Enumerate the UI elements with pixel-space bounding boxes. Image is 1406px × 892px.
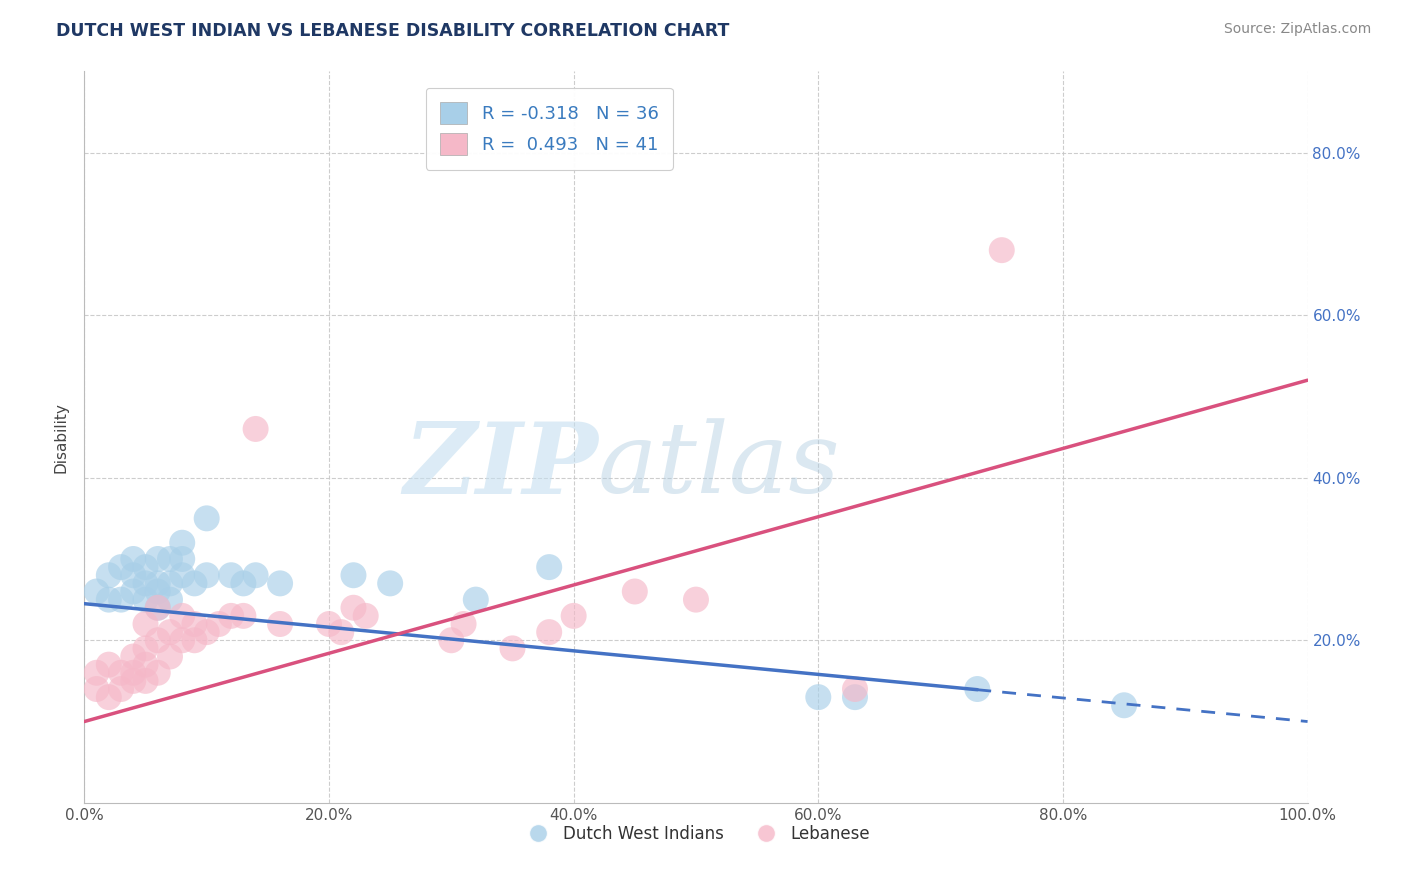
Point (159, 592, 181, 607)
Point (159, 576, 181, 591)
Point (502, 641, 524, 656)
Point (318, 617, 340, 632)
Point (245, 568, 267, 582)
Point (122, 673, 145, 688)
Point (146, 600, 169, 615)
Point (97, 568, 120, 582)
Point (135, 673, 157, 688)
Point (269, 576, 291, 591)
Point (146, 584, 169, 599)
Point (172, 535, 194, 549)
Point (110, 665, 132, 680)
Point (685, 592, 707, 607)
Point (172, 633, 194, 648)
Point (159, 625, 181, 640)
Point (146, 576, 169, 591)
Point (440, 633, 463, 648)
Point (380, 576, 402, 591)
Point (219, 568, 242, 582)
Point (538, 560, 561, 574)
Point (208, 617, 231, 632)
Point (245, 422, 267, 436)
Point (183, 617, 205, 632)
Point (172, 552, 194, 566)
Text: ZIP: ZIP (404, 418, 598, 515)
Point (172, 568, 194, 582)
Point (110, 681, 132, 696)
Point (172, 608, 194, 623)
Point (135, 560, 157, 574)
Point (464, 592, 486, 607)
Point (146, 600, 169, 615)
Point (219, 608, 242, 623)
Point (86, 665, 108, 680)
Point (146, 552, 169, 566)
Point (135, 592, 157, 607)
Point (159, 552, 181, 566)
Point (342, 600, 364, 615)
Point (135, 576, 157, 591)
Point (146, 633, 169, 648)
Point (183, 633, 205, 648)
Point (86, 584, 108, 599)
Point (195, 625, 218, 640)
Y-axis label: Disability: Disability (53, 401, 69, 473)
Point (1114, 698, 1136, 713)
Point (844, 681, 866, 696)
Point (232, 576, 254, 591)
Point (991, 243, 1014, 257)
Point (269, 617, 291, 632)
Point (110, 592, 132, 607)
Point (844, 690, 866, 705)
Point (110, 560, 132, 574)
Point (146, 665, 169, 680)
Text: DUTCH WEST INDIAN VS LEBANESE DISABILITY CORRELATION CHART: DUTCH WEST INDIAN VS LEBANESE DISABILITY… (56, 22, 730, 40)
Point (135, 617, 157, 632)
Point (135, 657, 157, 672)
Point (97, 690, 120, 705)
Point (195, 568, 218, 582)
Point (97, 657, 120, 672)
Point (232, 608, 254, 623)
Point (159, 649, 181, 664)
Point (97, 592, 120, 607)
Point (624, 584, 647, 599)
Point (807, 690, 830, 705)
Point (342, 568, 364, 582)
Point (135, 641, 157, 656)
Point (122, 568, 145, 582)
Point (354, 608, 377, 623)
Point (330, 625, 353, 640)
Point (122, 552, 145, 566)
Point (538, 625, 561, 640)
Point (122, 649, 145, 664)
Text: Source: ZipAtlas.com: Source: ZipAtlas.com (1223, 22, 1371, 37)
Point (966, 681, 988, 696)
Point (453, 617, 475, 632)
Text: atlas: atlas (598, 418, 841, 514)
Point (183, 576, 205, 591)
Point (122, 665, 145, 680)
Point (86, 681, 108, 696)
Point (562, 608, 585, 623)
Legend: Dutch West Indians, Lebanese: Dutch West Indians, Lebanese (515, 818, 877, 849)
Point (122, 584, 145, 599)
Point (195, 511, 218, 525)
